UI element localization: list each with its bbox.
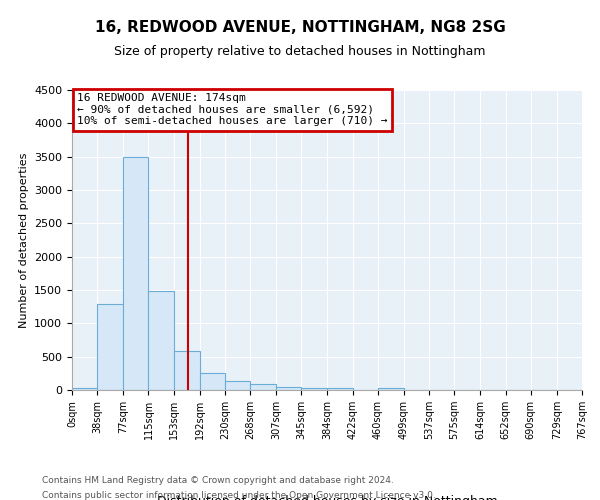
Bar xyxy=(301,388,328,390)
Text: Contains HM Land Registry data © Crown copyright and database right 2024.: Contains HM Land Registry data © Crown c… xyxy=(42,476,394,485)
Bar xyxy=(123,156,148,390)
Bar xyxy=(97,304,123,390)
Text: 16, REDWOOD AVENUE, NOTTINGHAM, NG8 2SG: 16, REDWOOD AVENUE, NOTTINGHAM, NG8 2SG xyxy=(95,20,505,35)
Bar xyxy=(276,386,301,390)
Text: 16 REDWOOD AVENUE: 174sqm
← 90% of detached houses are smaller (6,592)
10% of se: 16 REDWOOD AVENUE: 174sqm ← 90% of detac… xyxy=(77,93,388,126)
Bar xyxy=(148,292,174,390)
Bar xyxy=(328,388,353,390)
Text: Size of property relative to detached houses in Nottingham: Size of property relative to detached ho… xyxy=(114,45,486,58)
X-axis label: Distribution of detached houses by size in Nottingham: Distribution of detached houses by size … xyxy=(157,495,497,500)
Bar xyxy=(72,388,97,390)
Text: Contains public sector information licensed under the Open Government Licence v3: Contains public sector information licen… xyxy=(42,491,436,500)
Bar xyxy=(378,388,404,390)
Bar xyxy=(200,374,225,390)
Y-axis label: Number of detached properties: Number of detached properties xyxy=(19,152,29,328)
Bar xyxy=(250,384,276,390)
Bar xyxy=(225,381,250,390)
Bar xyxy=(174,350,200,390)
